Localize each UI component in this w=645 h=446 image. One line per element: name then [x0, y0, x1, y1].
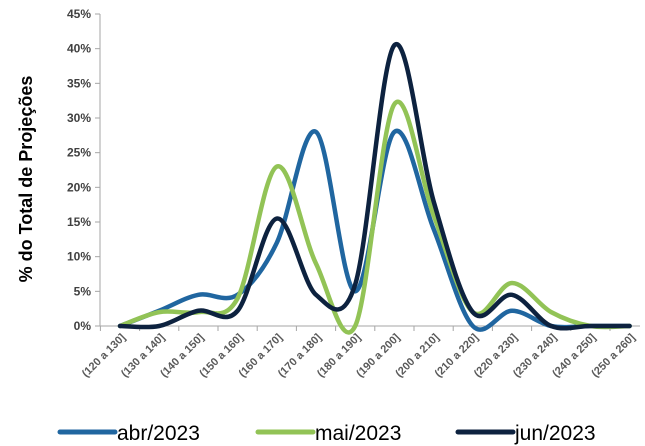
- series-line-mai-2023: [117, 99, 632, 335]
- y-tick-label: 20%: [67, 180, 91, 194]
- y-tick-label: 30%: [67, 111, 91, 125]
- y-tick-label: 25%: [67, 146, 91, 160]
- series-lines: [117, 42, 632, 335]
- y-tick-label: 0%: [74, 319, 92, 333]
- y-tick-label: 40%: [67, 42, 91, 56]
- legend-label: jun/2023: [514, 422, 596, 445]
- y-tick-label: 35%: [67, 76, 91, 90]
- legend: abr/2023 mai/2023 jun/2023: [57, 422, 596, 445]
- y-tick-label: 45%: [67, 7, 91, 21]
- y-tick-label: 15%: [67, 215, 91, 229]
- y-tick-labels: 0% 5% 10% 15% 20% 25% 30% 35% 40% 45%: [67, 7, 100, 333]
- y-axis-label: % do Total de Projeções: [16, 76, 36, 283]
- y-tick-label: 10%: [67, 250, 91, 264]
- legend-label: mai/2023: [315, 422, 401, 445]
- legend-label: abr/2023: [117, 422, 200, 445]
- axes: [99, 14, 640, 327]
- x-tick-labels: (120 a 130](130 a 140](140 a 150](150 a …: [80, 326, 638, 380]
- y-tick-label: 5%: [74, 284, 92, 298]
- series-line-jun-2023: [117, 42, 632, 331]
